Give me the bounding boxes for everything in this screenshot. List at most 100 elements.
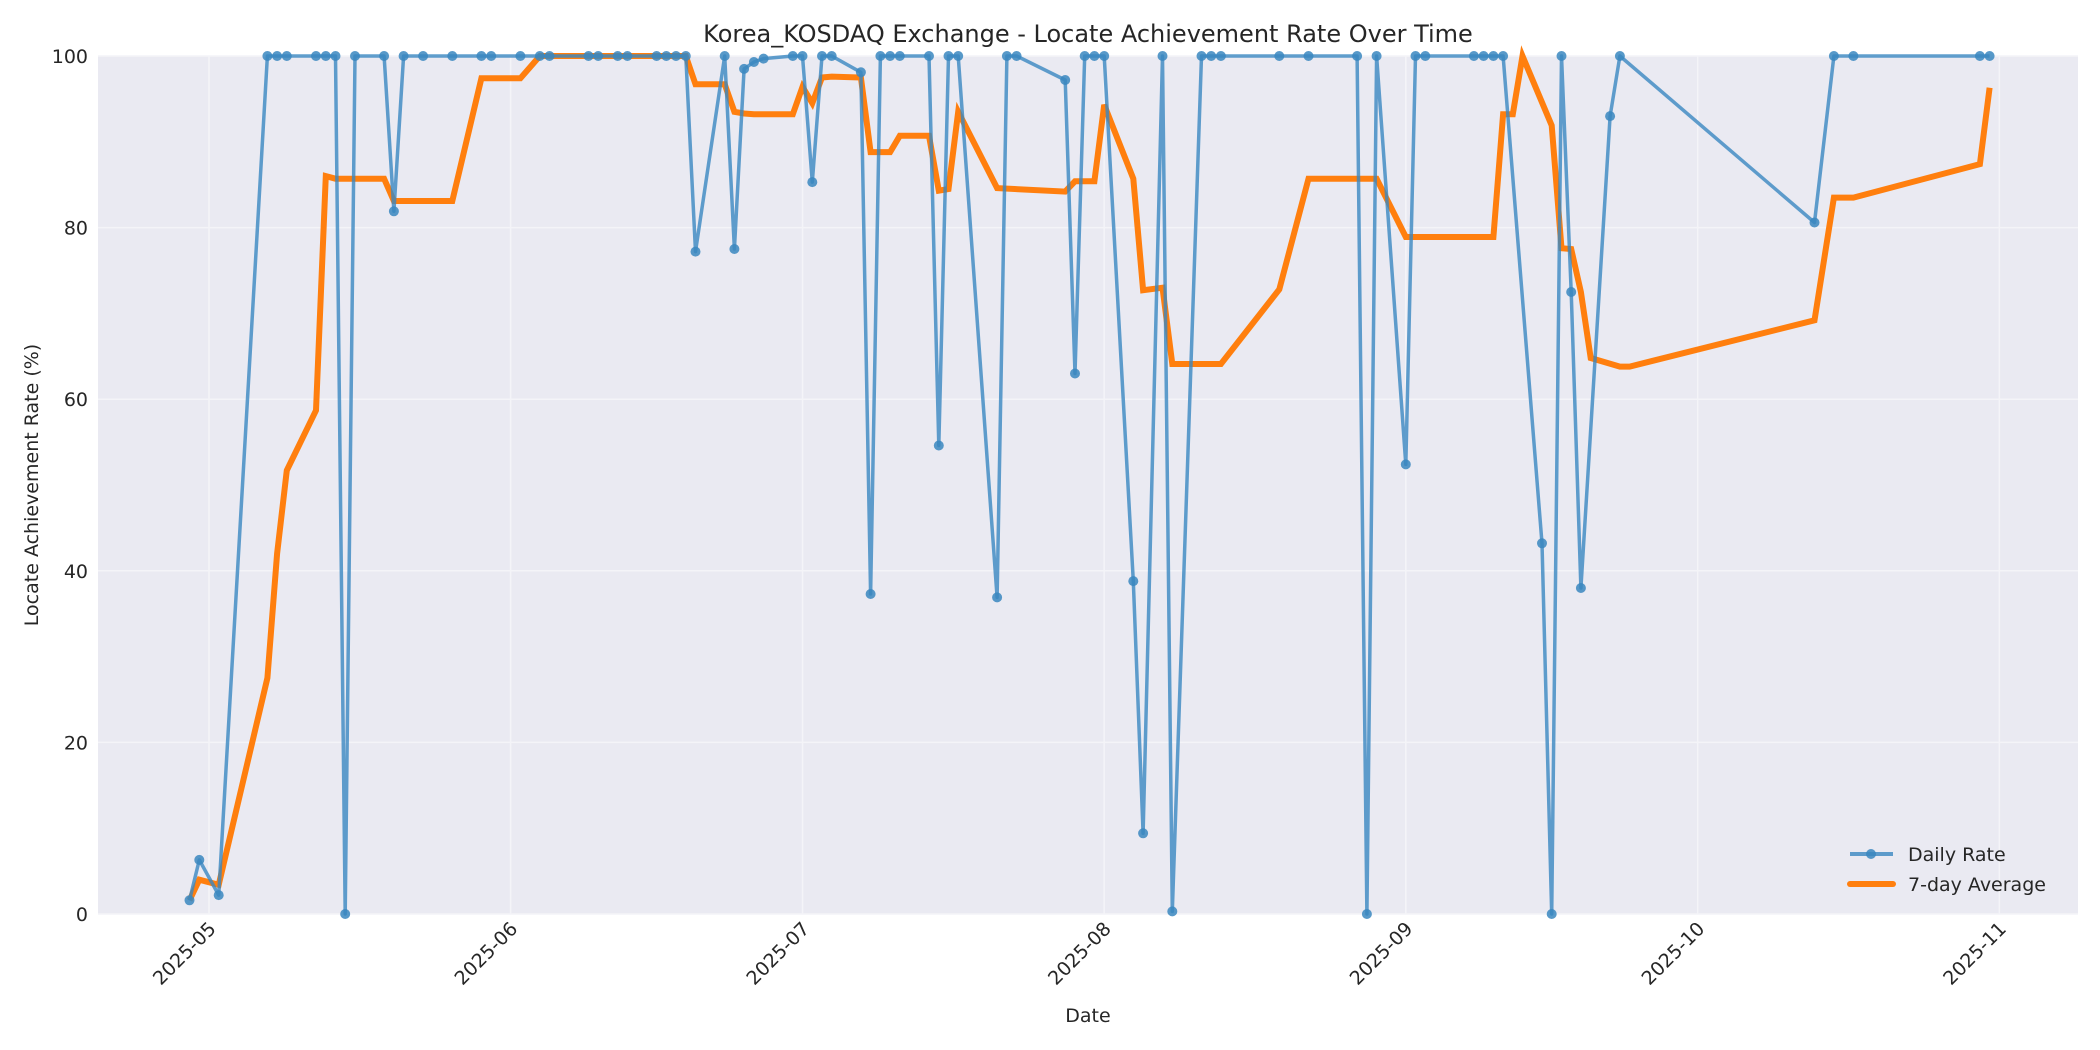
daily-rate-marker bbox=[447, 51, 458, 61]
daily-rate-marker bbox=[719, 51, 730, 61]
daily-rate-marker bbox=[544, 51, 555, 61]
daily-rate-marker bbox=[1196, 51, 1207, 61]
daily-rate-marker bbox=[1099, 51, 1110, 61]
y-tick-label: 60 bbox=[64, 389, 88, 411]
daily-rate-marker bbox=[418, 51, 429, 61]
x-tick-label: 2025-10 bbox=[1638, 918, 1710, 990]
daily-rate-marker bbox=[933, 440, 944, 451]
daily-rate-marker bbox=[1011, 51, 1022, 61]
daily-rate-marker bbox=[1478, 51, 1489, 61]
daily-rate-marker bbox=[748, 57, 759, 67]
daily-rate-marker bbox=[1488, 51, 1499, 61]
daily-rate-marker bbox=[817, 51, 827, 61]
daily-rate-marker bbox=[330, 51, 341, 61]
daily-rate-marker bbox=[787, 51, 798, 61]
daily-rate-marker bbox=[875, 51, 886, 61]
daily-rate-marker bbox=[739, 63, 750, 74]
daily-rate-marker bbox=[807, 177, 818, 188]
x-tick-label: 2025-07 bbox=[742, 918, 814, 990]
daily-rate-marker bbox=[1215, 51, 1226, 61]
daily-rate-marker bbox=[398, 51, 409, 61]
daily-rate-marker bbox=[379, 51, 390, 61]
daily-rate-marker bbox=[272, 51, 283, 61]
daily-rate-marker bbox=[943, 51, 954, 61]
y-axis-label: Locate Achievement Rate (%) bbox=[21, 344, 43, 626]
daily-rate-marker bbox=[1556, 51, 1567, 61]
daily-rate-marker bbox=[661, 51, 672, 61]
daily-rate-marker bbox=[1848, 51, 1859, 61]
legend-label-7day-average: 7-day Average bbox=[1908, 874, 2046, 896]
daily-rate-marker bbox=[320, 51, 331, 61]
x-tick-label: 2025-06 bbox=[450, 918, 522, 990]
daily-rate-marker bbox=[1468, 51, 1479, 61]
daily-rate-marker bbox=[651, 51, 662, 61]
daily-rate-marker bbox=[350, 51, 360, 61]
daily-rate-marker bbox=[1079, 51, 1090, 61]
daily-rate-marker bbox=[1001, 51, 1012, 61]
y-tick-label: 100 bbox=[52, 46, 88, 68]
daily-rate-marker bbox=[1420, 51, 1431, 61]
daily-rate-marker bbox=[1157, 51, 1168, 61]
daily-rate-marker bbox=[213, 890, 224, 901]
y-tick-label: 0 bbox=[76, 904, 88, 926]
daily-rate-marker bbox=[1070, 368, 1080, 379]
daily-rate-marker bbox=[1410, 51, 1421, 61]
daily-rate-marker bbox=[388, 206, 399, 217]
daily-rate-marker bbox=[1575, 583, 1586, 593]
x-axis-label: Date bbox=[1065, 1005, 1110, 1027]
y-tick-label: 80 bbox=[64, 218, 88, 240]
daily-rate-marker bbox=[1566, 287, 1577, 297]
daily-rate-marker bbox=[1498, 51, 1509, 61]
daily-rate-marker bbox=[1546, 909, 1557, 919]
y-tick-label: 20 bbox=[64, 732, 88, 754]
daily-rate-marker bbox=[1361, 909, 1372, 919]
daily-rate-marker bbox=[1974, 51, 1985, 61]
daily-rate-marker bbox=[797, 51, 808, 61]
daily-rate-marker bbox=[1303, 51, 1314, 61]
x-tick-label: 2025-11 bbox=[1939, 918, 2011, 990]
daily-rate-marker bbox=[612, 51, 623, 61]
daily-rate-marker bbox=[758, 53, 769, 64]
daily-rate-marker bbox=[311, 51, 321, 61]
daily-rate-marker bbox=[1371, 51, 1382, 61]
daily-rate-marker bbox=[1352, 51, 1363, 61]
daily-rate-marker bbox=[885, 51, 896, 61]
daily-rate-marker bbox=[1128, 576, 1139, 587]
daily-rate-marker bbox=[1605, 111, 1616, 122]
daily-rate-marker bbox=[953, 51, 964, 61]
daily-rate-marker bbox=[729, 244, 740, 254]
daily-rate-marker bbox=[593, 51, 604, 61]
daily-rate-marker bbox=[194, 854, 205, 865]
daily-rate-marker bbox=[1206, 51, 1217, 61]
daily-rate-marker bbox=[583, 51, 594, 61]
x-tick-label: 2025-09 bbox=[1346, 918, 1418, 990]
daily-rate-marker bbox=[1167, 906, 1178, 917]
daily-rate-marker bbox=[1614, 51, 1625, 61]
daily-rate-marker bbox=[515, 51, 526, 61]
legend-item-daily-rate: Daily Rate bbox=[1850, 844, 2006, 866]
daily-rate-marker bbox=[622, 51, 633, 61]
daily-rate-marker bbox=[855, 67, 866, 78]
daily-rate-marker bbox=[1060, 75, 1071, 85]
daily-rate-marker bbox=[690, 246, 701, 257]
daily-rate-marker bbox=[826, 51, 837, 61]
daily-rate-marker bbox=[992, 592, 1003, 603]
daily-rate-marker bbox=[486, 51, 497, 61]
daily-rate-marker bbox=[671, 51, 681, 61]
daily-rate-marker bbox=[340, 909, 351, 919]
chart-title: Korea_KOSDAQ Exchange - Locate Achieveme… bbox=[703, 20, 1473, 48]
daily-rate-marker bbox=[894, 51, 905, 61]
y-tick-label: 40 bbox=[64, 561, 88, 583]
daily-rate-marker bbox=[1089, 51, 1100, 61]
x-axis-ticks: 2025-05 2025-06 2025-07 2025-08 2025-09 2025-… bbox=[149, 918, 2011, 990]
x-tick-label: 2025-05 bbox=[149, 918, 221, 990]
daily-rate-marker bbox=[262, 51, 273, 61]
daily-rate-marker bbox=[1400, 459, 1411, 470]
daily-rate-marker bbox=[1537, 538, 1547, 549]
daily-rate-marker bbox=[281, 51, 292, 61]
legend: Daily Rate 7-day Average bbox=[1847, 844, 2046, 896]
daily-rate-marker bbox=[865, 589, 876, 599]
legend-item-7day-average: 7-day Average bbox=[1847, 874, 2046, 896]
